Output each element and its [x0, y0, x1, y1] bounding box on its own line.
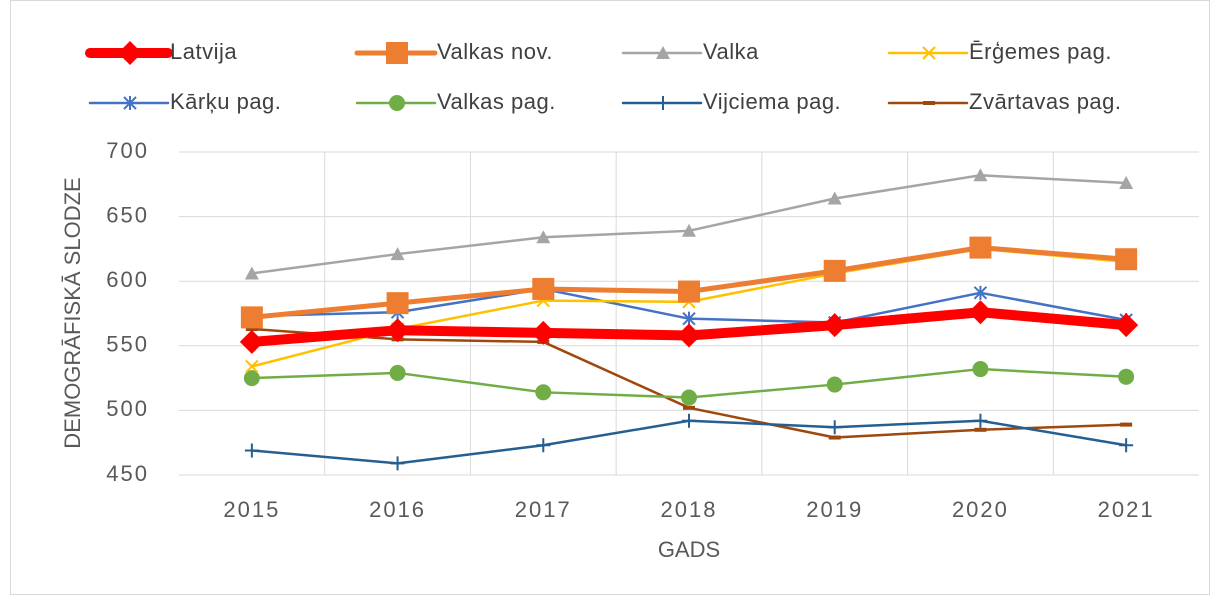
marker	[385, 318, 410, 343]
y-tick-label: 700	[106, 138, 149, 163]
marker	[969, 236, 992, 259]
marker	[535, 384, 552, 401]
marker	[822, 313, 847, 338]
x-tick-label: 2019	[806, 497, 863, 522]
marker	[531, 320, 556, 345]
legend-label: Latvija	[170, 39, 237, 64]
marker	[118, 41, 142, 65]
y-tick-label: 450	[106, 461, 149, 486]
marker	[244, 266, 259, 280]
legend-label: Valka	[703, 39, 759, 64]
marker	[386, 292, 409, 315]
marker	[677, 323, 701, 348]
marker	[390, 456, 405, 471]
x-tick-label: 2018	[661, 497, 718, 522]
x-tick-label: 2017	[515, 497, 572, 522]
legend-label: Valkas pag.	[437, 89, 556, 114]
series	[240, 236, 1138, 329]
legend-item: Latvija	[85, 39, 237, 65]
marker	[973, 285, 988, 300]
marker	[656, 96, 670, 110]
legend-label: Ērģemes pag.	[969, 39, 1112, 64]
marker	[239, 329, 264, 354]
legend-item: Kārķu pag.	[88, 89, 281, 114]
y-axis-title: DEMOGRĀFISKĀ SLODZE	[60, 177, 85, 448]
marker	[826, 376, 843, 393]
marker	[678, 280, 700, 303]
marker	[973, 413, 988, 428]
marker	[682, 223, 696, 237]
x-axis-title: GADS	[658, 537, 720, 562]
marker	[389, 364, 406, 381]
marker	[1114, 313, 1139, 338]
y-tick-label: 500	[106, 396, 149, 421]
series	[244, 413, 1134, 471]
legend-item: Zvārtavas pag.	[887, 89, 1122, 114]
marker	[532, 277, 555, 300]
marker	[1119, 438, 1134, 453]
series	[244, 168, 1134, 280]
marker	[827, 420, 842, 435]
marker	[390, 247, 405, 261]
marker	[386, 42, 408, 64]
marker	[243, 370, 260, 387]
marker	[245, 359, 259, 374]
marker	[536, 438, 551, 453]
marker	[656, 46, 670, 59]
x-tick-label: 2015	[223, 497, 280, 522]
marker	[682, 413, 696, 428]
marker	[1119, 176, 1134, 190]
legend-item: Valkas pag.	[355, 89, 556, 114]
marker	[1118, 368, 1135, 385]
marker	[972, 361, 989, 378]
marker	[244, 443, 259, 458]
x-tick-label: 2020	[952, 497, 1009, 522]
marker	[240, 306, 263, 329]
y-tick-label: 550	[106, 332, 149, 357]
marker	[682, 311, 696, 326]
y-tick-label: 650	[106, 202, 149, 227]
legend-item: Vijciema pag.	[621, 89, 841, 114]
marker	[973, 168, 988, 182]
marker	[922, 46, 936, 60]
marker	[536, 230, 551, 244]
x-tick-label: 2021	[1098, 497, 1155, 522]
legend-label: Kārķu pag.	[170, 89, 281, 114]
legend-label: Valkas nov.	[437, 39, 553, 64]
marker	[827, 191, 842, 205]
marker	[1115, 248, 1138, 271]
legend-label: Zvārtavas pag.	[969, 89, 1122, 114]
legend-item: Valkas nov.	[354, 39, 553, 64]
marker	[968, 300, 993, 325]
marker	[389, 95, 405, 111]
marker	[823, 259, 846, 282]
series	[239, 300, 1139, 354]
marker	[123, 96, 137, 110]
y-tick-label: 600	[106, 267, 149, 292]
series	[243, 361, 1135, 406]
x-tick-label: 2016	[369, 497, 426, 522]
legend-item: Valka	[621, 39, 759, 64]
marker	[681, 389, 697, 406]
legend-item: Ērģemes pag.	[887, 39, 1112, 64]
legend-label: Vijciema pag.	[703, 89, 841, 114]
